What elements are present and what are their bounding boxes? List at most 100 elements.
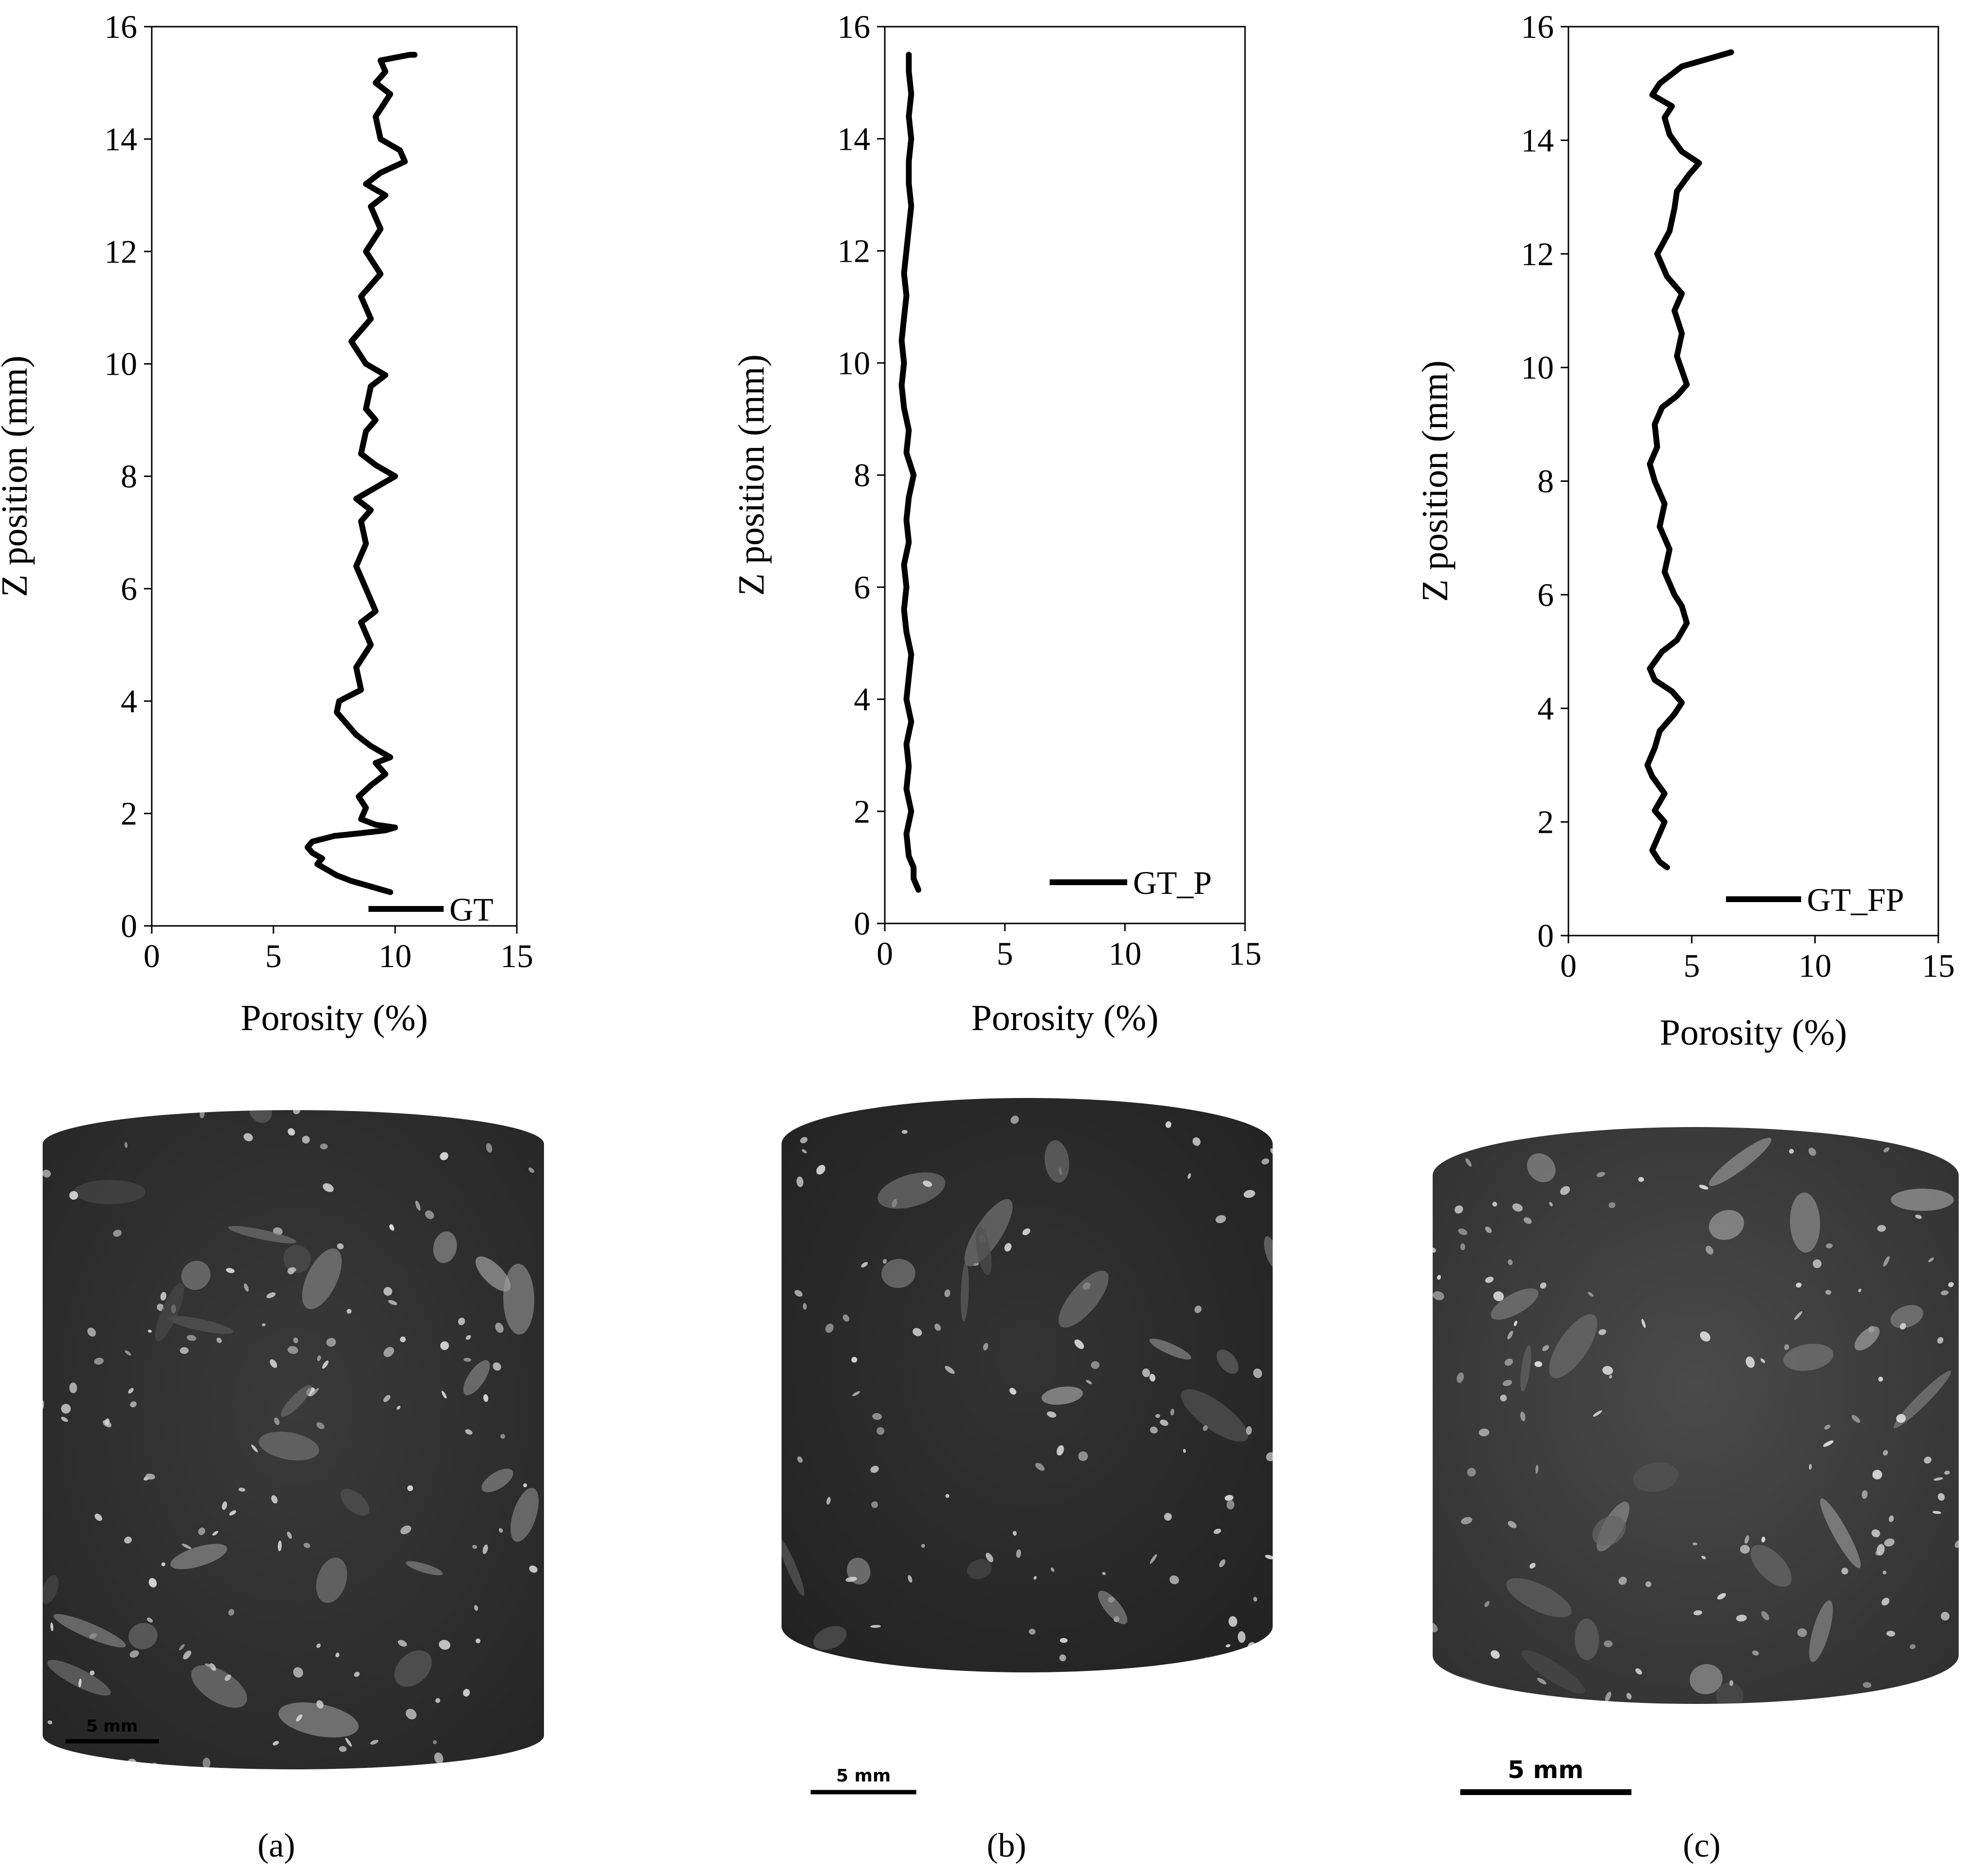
grain	[500, 1434, 505, 1439]
grain	[155, 1283, 184, 1342]
grain	[802, 1303, 807, 1310]
grain	[400, 1525, 412, 1535]
grain	[1626, 1693, 1632, 1700]
grain	[944, 1366, 955, 1374]
grain	[1740, 1545, 1750, 1554]
grain	[1948, 1282, 1954, 1288]
grain	[983, 1343, 989, 1351]
grain	[463, 1689, 470, 1697]
grain	[293, 1110, 301, 1114]
grain	[1701, 1556, 1706, 1559]
grain	[383, 1287, 392, 1296]
grain	[129, 1650, 139, 1658]
grain	[1933, 1477, 1943, 1481]
grain	[281, 1385, 312, 1417]
grain	[1514, 1320, 1518, 1326]
x-tick-label: 0	[1560, 947, 1577, 984]
grain	[293, 1667, 304, 1678]
grain	[398, 1640, 407, 1647]
grain	[945, 1494, 949, 1498]
grain	[1871, 1529, 1880, 1538]
grain	[94, 1357, 104, 1365]
grain	[472, 1544, 477, 1549]
grain	[1878, 1377, 1883, 1382]
grain	[271, 1495, 278, 1504]
grain	[463, 1360, 490, 1396]
grain	[113, 1229, 122, 1237]
grain	[287, 1531, 292, 1539]
grain	[339, 1746, 347, 1752]
grain	[302, 1136, 310, 1144]
grain	[128, 1388, 134, 1394]
grain	[1216, 1350, 1239, 1374]
grain	[1044, 1140, 1070, 1183]
grain	[1549, 1202, 1553, 1207]
grain	[1852, 1415, 1860, 1423]
panel-label-a: (a)	[257, 1827, 295, 1864]
grain	[434, 1752, 444, 1764]
y-tick-label: 4	[1537, 690, 1554, 727]
grain	[441, 1391, 447, 1399]
grain	[1485, 1226, 1492, 1233]
grain	[180, 1347, 189, 1354]
grain	[228, 1609, 235, 1616]
grain	[407, 1485, 413, 1491]
grain	[433, 1740, 437, 1744]
x-axis-label: Porosity (%)	[240, 998, 428, 1038]
y-tick-label: 12	[104, 233, 137, 270]
cylinder-body	[1433, 1127, 1959, 1704]
grain-texture	[1433, 1130, 1959, 1704]
grain	[475, 1638, 480, 1643]
grain	[1022, 1228, 1031, 1236]
y-tick-label: 16	[104, 8, 137, 45]
grain	[174, 1110, 184, 1113]
grain	[228, 1226, 297, 1243]
grain	[975, 1226, 992, 1275]
y-axis-label: Z position (mm)	[1415, 360, 1455, 602]
grain	[1060, 1638, 1068, 1643]
grain	[1693, 1542, 1697, 1546]
grain	[1270, 1148, 1273, 1155]
grain	[317, 1355, 321, 1361]
grain	[251, 1445, 258, 1452]
grain	[1056, 1445, 1064, 1456]
grain	[1527, 1153, 1556, 1182]
grain	[1716, 1683, 1743, 1704]
grain	[1883, 1450, 1888, 1456]
grain	[400, 1336, 406, 1342]
y-tick-label: 0	[854, 905, 870, 942]
grain	[1434, 1151, 1442, 1158]
grain	[794, 1290, 803, 1297]
grain	[202, 1758, 211, 1768]
grain	[288, 1346, 298, 1354]
grain	[316, 1700, 324, 1709]
grain	[1194, 1305, 1202, 1313]
grain	[1645, 1581, 1651, 1587]
grain	[510, 1488, 539, 1542]
grain	[1253, 1597, 1258, 1602]
grain	[1160, 1419, 1168, 1426]
grain	[198, 1527, 206, 1535]
y-tick-label: 6	[1537, 576, 1554, 613]
grain	[1690, 1664, 1723, 1695]
grain	[1484, 1601, 1490, 1607]
grain	[1910, 1644, 1916, 1650]
grain	[1504, 1358, 1513, 1366]
plot-frame	[151, 26, 518, 927]
grain	[912, 1328, 922, 1336]
grain	[481, 1468, 513, 1493]
grain	[239, 1487, 245, 1492]
grain	[1215, 1215, 1226, 1224]
grain	[1012, 1531, 1017, 1536]
grain	[243, 1283, 249, 1292]
grain	[475, 1256, 511, 1292]
grain	[258, 1431, 320, 1461]
y-tick-label: 2	[1537, 804, 1554, 841]
grain	[1699, 1185, 1709, 1190]
grain	[1074, 1339, 1084, 1349]
grain	[1717, 1593, 1726, 1600]
grain	[354, 1671, 360, 1677]
grain	[1933, 1510, 1941, 1514]
grain	[1592, 1515, 1626, 1546]
grain	[396, 1405, 401, 1410]
